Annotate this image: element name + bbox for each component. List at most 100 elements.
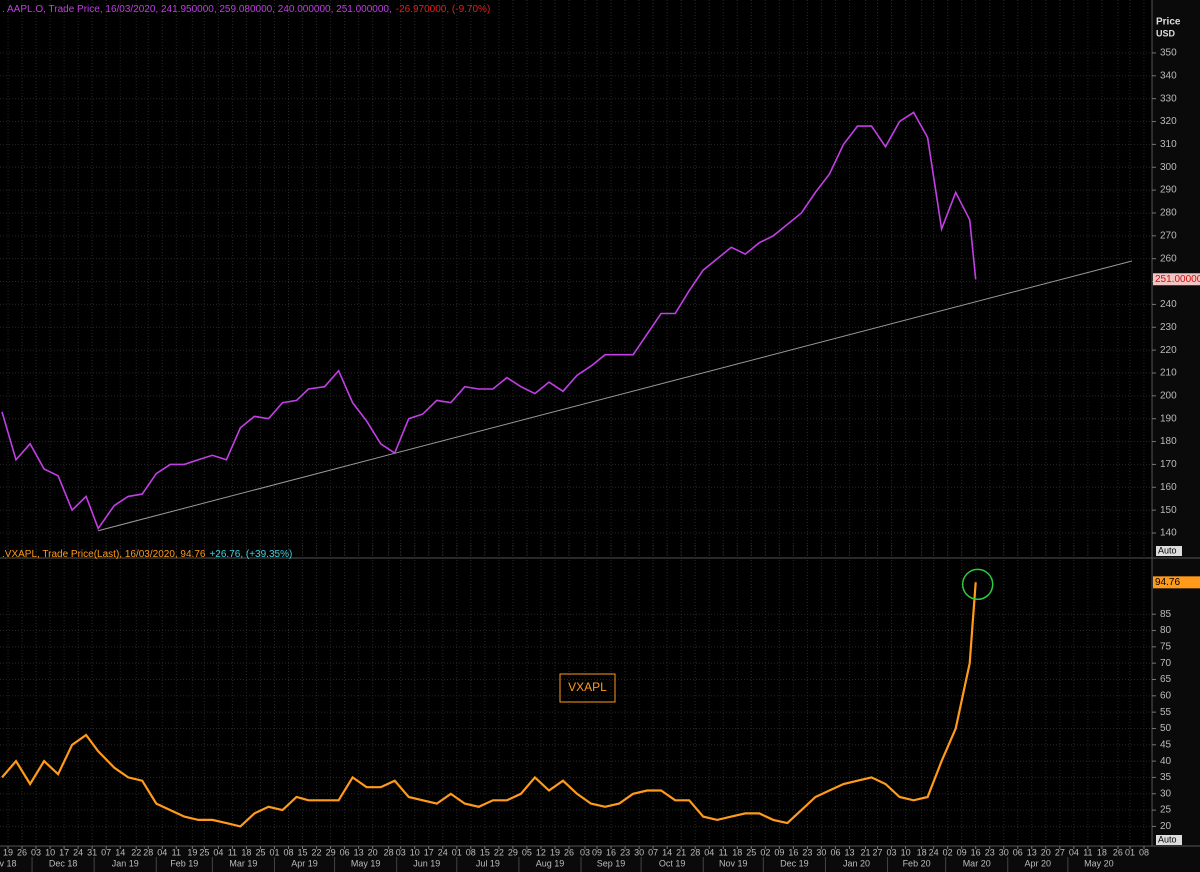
x-tick-label: 08: [466, 847, 476, 857]
trendline: [98, 260, 1133, 532]
x-tick-label: 13: [844, 847, 854, 857]
scale-button-box: [1156, 546, 1182, 556]
month-label: Aug 19: [536, 858, 565, 868]
month-label: Apr 20: [1025, 858, 1052, 868]
x-tick-label: 23: [620, 847, 630, 857]
x-tick-label: 03: [580, 847, 590, 857]
y-axis-unit: USD: [1156, 28, 1176, 38]
y-tick-label: 310: [1160, 139, 1177, 150]
x-tick-label: 02: [760, 847, 770, 857]
x-tick-label: 01: [269, 847, 279, 857]
month-label: Nov 19: [719, 858, 748, 868]
y-tick-label: 80: [1160, 625, 1172, 636]
x-tick-label: 01: [452, 847, 462, 857]
x-tick-label: 25: [255, 847, 265, 857]
x-tick-label: 02: [943, 847, 953, 857]
y-tick-label: 240: [1160, 299, 1177, 310]
y-tick-label: 260: [1160, 253, 1177, 264]
month-label: Feb 20: [903, 858, 931, 868]
x-tick-label: 20: [1041, 847, 1051, 857]
x-tick-label: 07: [101, 847, 111, 857]
y-tick-label: 220: [1160, 345, 1177, 356]
month-label: May 20: [1084, 858, 1114, 868]
y-tick-label: 50: [1160, 723, 1172, 734]
x-tick-label: 03: [887, 847, 897, 857]
highlight-circle: [961, 568, 994, 601]
month-label: Jul 19: [476, 858, 500, 868]
x-tick-label: 15: [480, 847, 490, 857]
y-tick-label: 20: [1160, 821, 1172, 832]
x-tick-label: 14: [115, 847, 125, 857]
y-tick-label: 340: [1160, 70, 1177, 81]
axis-background: [1152, 0, 1200, 872]
y-tick-label: 65: [1160, 674, 1172, 685]
month-label: Jan 19: [112, 858, 139, 868]
title-change: +26.76, (+39.35%): [209, 549, 292, 560]
month-label: May 19: [351, 858, 381, 868]
x-tick-label: 09: [957, 847, 967, 857]
month-label: Mar 20: [963, 858, 991, 868]
x-tick-label: 24: [73, 847, 83, 857]
x-tick-label: 22: [494, 847, 504, 857]
x-tick-label: 29: [326, 847, 336, 857]
x-tick-label: 21: [860, 847, 870, 857]
y-tick-label: 330: [1160, 93, 1177, 104]
y-tick-label: 85: [1160, 609, 1172, 620]
series-line: [1, 111, 977, 531]
x-tick-label: 28: [143, 847, 153, 857]
y-tick-label: 150: [1160, 505, 1177, 516]
x-tick-label: 06: [830, 847, 840, 857]
x-tick-label: 04: [157, 847, 167, 857]
y-tick-label: 140: [1160, 528, 1177, 539]
x-tick-label: 11: [719, 847, 728, 857]
x-tick-label: 18: [917, 847, 927, 857]
month-label: Jan 20: [843, 858, 870, 868]
x-tick-label: 10: [901, 847, 911, 857]
x-tick-label: 09: [592, 847, 602, 857]
x-tick-label: 19: [3, 847, 13, 857]
title-change: -26.970000, (-9.70%): [396, 4, 491, 15]
x-tick-label: 20: [368, 847, 378, 857]
x-tick-label: 13: [1027, 847, 1037, 857]
x-tick-label: 30: [816, 847, 826, 857]
x-tick-label: 26: [17, 847, 27, 857]
x-tick-label: 10: [45, 847, 55, 857]
x-tick-label: 04: [704, 847, 714, 857]
x-tick-label: 06: [340, 847, 350, 857]
y-tick-label: 30: [1160, 788, 1172, 799]
x-tick-label: 25: [199, 847, 209, 857]
x-axis-background: [0, 846, 1152, 872]
x-tick-label: 27: [873, 847, 883, 857]
series-line: [1, 582, 977, 828]
x-tick-label: 26: [564, 847, 574, 857]
y-tick-label: 75: [1160, 641, 1172, 652]
month-label: Apr 19: [291, 858, 318, 868]
last-value-label: 251.00000: [1155, 274, 1200, 285]
title-text: . AAPL.O, Trade Price, 16/03/2020, 241.9…: [2, 4, 392, 15]
x-tick-label: 30: [999, 847, 1009, 857]
x-tick-label: 16: [606, 847, 616, 857]
panel-title: . AAPL.O, Trade Price, 16/03/2020, 241.9…: [2, 4, 490, 15]
y-tick-label: 35: [1160, 772, 1172, 783]
x-tick-label: 26: [1113, 847, 1123, 857]
scale-button-box: [1156, 835, 1182, 845]
y-tick-label: 300: [1160, 162, 1177, 173]
y-axis-label: Price: [1156, 17, 1181, 28]
month-label: Jun 19: [413, 858, 440, 868]
x-tick-label: 19: [187, 847, 197, 857]
y-tick-label: 60: [1160, 690, 1172, 701]
y-tick-label: 350: [1160, 48, 1177, 59]
x-tick-label: 06: [1013, 847, 1023, 857]
x-tick-label: 17: [424, 847, 434, 857]
x-tick-label: 09: [774, 847, 784, 857]
x-tick-label: 11: [172, 847, 181, 857]
x-tick-label: 18: [732, 847, 742, 857]
x-tick-label: 10: [410, 847, 420, 857]
x-tick-label: 31: [87, 847, 97, 857]
x-tick-label: 16: [788, 847, 798, 857]
x-tick-label: 18: [241, 847, 251, 857]
month-label: Mar 19: [229, 858, 257, 868]
x-tick-label: 19: [550, 847, 560, 857]
x-tick-label: 11: [1083, 847, 1092, 857]
y-tick-label: 280: [1160, 208, 1177, 219]
